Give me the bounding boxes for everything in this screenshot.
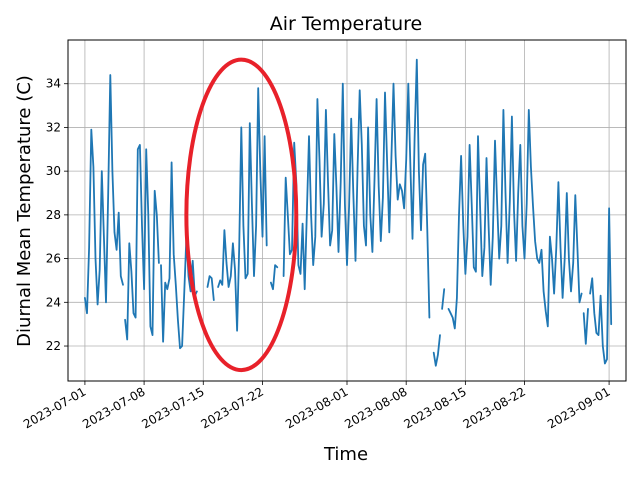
grid <box>68 40 626 381</box>
x-axis-title: Time <box>323 444 368 465</box>
y-axis-ticks: 22 24 26 28 30 32 34 <box>46 77 68 353</box>
series-line-segment <box>217 87 268 332</box>
chart-title: Air Temperature <box>270 13 422 35</box>
y-axis-title: Diurnal Mean Temperature (C) <box>14 75 35 347</box>
series-line-segment <box>282 58 431 319</box>
series-line-segment <box>124 143 160 341</box>
series-line-segment <box>206 275 215 302</box>
y-tick-label: 30 <box>46 164 61 178</box>
series-line-segment <box>582 307 589 345</box>
annotation <box>184 57 299 373</box>
series-line-segment <box>441 288 446 310</box>
series-line-segment <box>269 264 279 291</box>
series-line-segment <box>432 334 441 367</box>
y-tick-label: 34 <box>46 77 61 91</box>
y-tick-label: 24 <box>46 295 61 309</box>
y-tick-label: 28 <box>46 208 61 222</box>
series-line-segment <box>589 207 613 365</box>
y-tick-label: 26 <box>46 252 61 266</box>
series-line-segment <box>84 74 124 315</box>
series-line-segment <box>447 109 583 330</box>
red-highlight-ellipse <box>184 57 299 373</box>
y-tick-label: 22 <box>46 339 61 353</box>
y-tick-label: 32 <box>46 120 61 134</box>
